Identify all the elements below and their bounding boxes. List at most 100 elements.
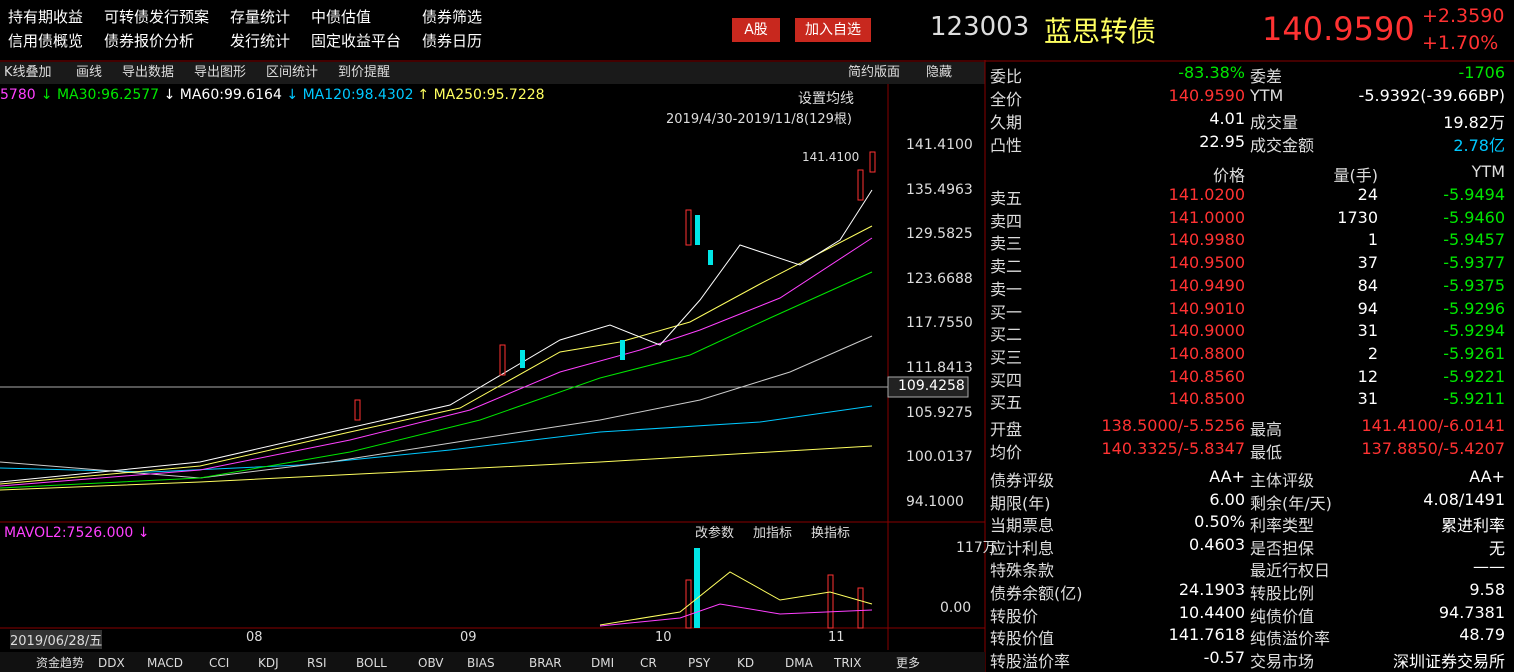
field-value: 19.82万	[1443, 113, 1505, 132]
menu-item[interactable]: 中债估值	[311, 8, 372, 26]
x-tick-label: 10	[655, 630, 672, 645]
toolbar-button[interactable]: 区间统计	[266, 65, 319, 80]
indicator-tab[interactable]: BRAR	[529, 656, 562, 670]
book-cell: 2	[1367, 343, 1378, 363]
field-value: AA+	[1469, 467, 1505, 486]
indicator-tab[interactable]: DMA	[785, 656, 813, 670]
menu-item[interactable]: 固定收益平台	[311, 32, 402, 50]
field-label: 剩余(年/天)	[1250, 493, 1332, 513]
indicator-tab[interactable]: CCI	[209, 656, 230, 670]
toolbar-button[interactable]: 画线	[76, 65, 103, 80]
field-value: -1706	[1458, 63, 1506, 82]
ma-line	[0, 271, 873, 489]
book-side: 卖五	[990, 189, 1023, 208]
y-tick-label: 117.7550	[906, 315, 973, 332]
indicator-tab[interactable]: DDX	[98, 656, 125, 670]
indicator-button[interactable]: 加指标	[753, 526, 793, 541]
book-cell: 94	[1357, 298, 1378, 318]
field-label: 主体评级	[1250, 471, 1315, 490]
y-tick-label: 111.8413	[906, 360, 973, 376]
field-value: 141.7618	[1168, 625, 1245, 645]
book-side: 卖一	[990, 279, 1023, 299]
x-tick-label: 2019/06/28/五	[10, 630, 103, 649]
menu-item[interactable]: 存量统计	[230, 8, 291, 26]
field-value: ——	[1473, 557, 1505, 577]
field-label: 期限(年)	[990, 493, 1051, 513]
menu-item[interactable]: 信用债概览	[8, 32, 84, 50]
field-label: 最高	[1250, 420, 1283, 439]
set-ma-button[interactable]: 设置均线	[798, 91, 854, 107]
indicator-tab[interactable]: 资金趋势	[36, 656, 85, 670]
menu-item[interactable]: 发行统计	[230, 32, 291, 50]
field-value: 137.8850/-5.4207	[1361, 439, 1506, 458]
field-label: 久期	[990, 113, 1023, 132]
book-cell: -5.9296	[1443, 298, 1505, 318]
book-cell: 31	[1357, 389, 1378, 409]
field-label: YTM	[1250, 86, 1284, 105]
toolbar-button[interactable]: K线叠加	[4, 65, 52, 80]
indicator-tab[interactable]: BOLL	[356, 656, 387, 670]
toolbar-bg	[0, 62, 985, 84]
menu-item[interactable]: 可转债发行预案	[104, 8, 210, 26]
indicator-tab[interactable]: PSY	[688, 656, 711, 670]
indicator-tab[interactable]: MACD	[147, 656, 183, 670]
book-cell: -5.9375	[1443, 275, 1505, 295]
toolbar-button[interactable]: 导出图形	[194, 65, 247, 80]
book-header: 价格	[1212, 166, 1245, 185]
book-cell: 140.8500	[1168, 389, 1245, 409]
indicator-button[interactable]: 改参数	[695, 526, 735, 541]
book-side: 卖二	[990, 257, 1023, 277]
field-label: 转股价	[990, 606, 1039, 626]
book-side: 买三	[990, 347, 1023, 367]
book-side: 卖四	[990, 211, 1023, 231]
toolbar-button[interactable]: 导出数据	[122, 65, 175, 80]
book-cell: 140.9500	[1168, 253, 1245, 273]
indicator-tab[interactable]: BIAS	[467, 656, 495, 670]
ma-legend: ↓ MA30:96.2577	[40, 87, 160, 103]
y-tick-label: 94.1000	[906, 493, 964, 510]
field-label: 特殊条款	[990, 561, 1055, 581]
volume-legend: MAVOL2:7526.000 ↓	[4, 525, 150, 541]
indicator-tab[interactable]: DMI	[591, 656, 615, 670]
toolbar-button[interactable]: 隐藏	[926, 65, 953, 80]
field-label: 当期票息	[990, 516, 1055, 536]
book-cell: 140.8560	[1168, 366, 1245, 386]
book-side: 买二	[990, 325, 1023, 345]
book-cell: 31	[1357, 321, 1378, 341]
field-value: 24.1903	[1178, 580, 1245, 599]
book-cell: 1730	[1337, 207, 1378, 227]
y-tick-label: 141.4100	[906, 137, 973, 153]
indicator-tab[interactable]: 更多	[896, 656, 921, 670]
book-cell: -5.9294	[1443, 321, 1505, 341]
indicator-tab[interactable]: KDJ	[258, 656, 279, 670]
toolbar-button[interactable]: 到价提醒	[338, 65, 391, 80]
field-value: 2.78亿	[1453, 136, 1505, 155]
menu-item[interactable]: 持有期收益	[8, 8, 84, 26]
menu-item[interactable]: 债券日历	[422, 32, 483, 50]
indicator-tab[interactable]: RSI	[307, 656, 327, 670]
book-cell: 37	[1357, 253, 1378, 273]
y-tick-label: 123.6688	[906, 270, 973, 287]
add-watchlist-button[interactable]: 加入自选	[795, 18, 871, 42]
ma-line	[0, 237, 873, 487]
y-tick-label: 105.9275	[906, 404, 973, 421]
field-label: 委比	[990, 67, 1023, 86]
field-value: 140.3325/-5.8347	[1101, 439, 1246, 458]
field-label: 最近行权日	[1250, 561, 1331, 581]
vol-ma	[599, 603, 873, 627]
book-side: 买五	[990, 393, 1023, 413]
indicator-button[interactable]: 换指标	[811, 526, 851, 541]
menu-item[interactable]: 债券筛选	[422, 8, 483, 26]
toolbar-button[interactable]: 简约版面	[848, 65, 901, 80]
field-value: 9.58	[1469, 580, 1505, 599]
menu-item[interactable]: 债券报价分析	[104, 32, 195, 50]
field-value: -5.9392(-39.66BP)	[1358, 86, 1505, 105]
indicator-tab[interactable]: KD	[737, 656, 755, 670]
a-share-button[interactable]: A股	[732, 18, 780, 42]
indicator-tab[interactable]: OBV	[418, 656, 444, 670]
price-change: +2.3590	[1422, 5, 1505, 27]
field-value: 累进利率	[1440, 516, 1505, 536]
indicator-tab[interactable]: TRIX	[834, 656, 862, 670]
book-header: 量(手)	[1333, 166, 1379, 185]
indicator-tab[interactable]: CR	[640, 656, 657, 670]
